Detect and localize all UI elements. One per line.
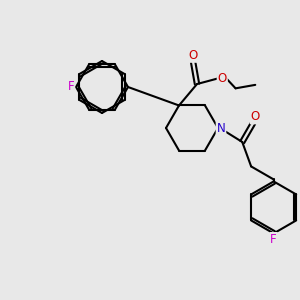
Text: O: O bbox=[250, 110, 260, 123]
Text: O: O bbox=[189, 49, 198, 62]
Text: N: N bbox=[217, 122, 225, 134]
Text: O: O bbox=[218, 72, 227, 85]
Text: F: F bbox=[270, 233, 277, 246]
Text: F: F bbox=[68, 80, 74, 94]
